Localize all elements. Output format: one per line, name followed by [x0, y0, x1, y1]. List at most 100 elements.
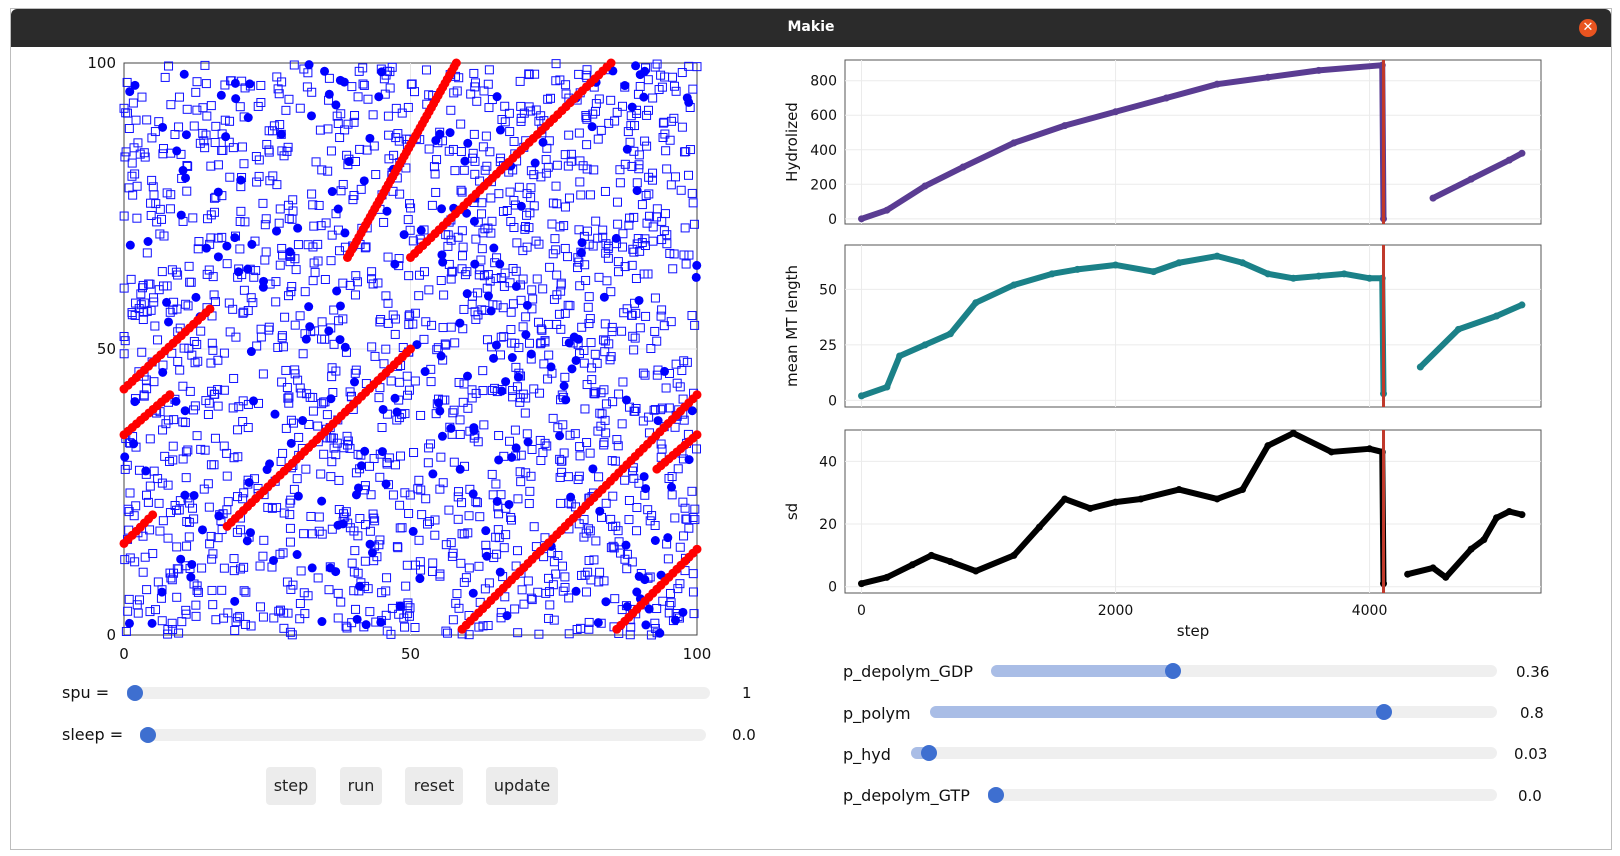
empty-site-marker — [428, 558, 438, 568]
empty-site-marker — [183, 301, 193, 311]
chart-data-point — [1518, 149, 1526, 157]
timeseries-chart-2: 0 20 40 sd 0 2000 4000 step — [783, 429, 1542, 640]
empty-site-marker — [158, 425, 168, 435]
empty-site-marker — [240, 217, 250, 227]
empty-site-marker — [535, 339, 545, 349]
chart-x-tick: 4000 — [1352, 603, 1388, 619]
empty-site-marker — [333, 613, 343, 623]
empty-site-marker — [599, 385, 609, 395]
chart-data-point — [1289, 429, 1297, 437]
empty-site-marker — [662, 164, 672, 174]
filled-site-marker — [576, 248, 586, 258]
p-depolym-gtp-slider-handle[interactable] — [988, 787, 1004, 803]
empty-site-marker — [664, 473, 674, 483]
empty-site-marker — [471, 497, 481, 507]
update-button[interactable]: update — [486, 767, 558, 805]
empty-site-marker — [446, 235, 456, 245]
empty-site-marker — [306, 511, 316, 521]
filled-site-marker — [390, 259, 400, 269]
filled-site-marker — [634, 295, 644, 305]
sleep-slider[interactable] — [140, 727, 706, 743]
empty-site-marker — [125, 488, 135, 498]
filled-site-marker — [158, 122, 168, 132]
p-hyd-slider-handle[interactable] — [920, 745, 937, 761]
filled-site-marker — [595, 506, 605, 516]
empty-site-marker — [641, 190, 651, 200]
filled-site-marker — [684, 455, 694, 465]
p-depolym-gdp-slider-fill — [991, 665, 1174, 677]
filled-site-marker — [189, 490, 199, 500]
p-depolym-gtp-slider[interactable] — [988, 787, 1497, 803]
p-depolym-gdp-slider[interactable] — [991, 663, 1497, 679]
empty-site-marker — [463, 403, 473, 413]
empty-site-marker — [603, 253, 613, 263]
chart-data-point — [908, 561, 916, 569]
step-button[interactable]: step — [266, 767, 316, 805]
empty-site-marker — [628, 244, 638, 254]
empty-site-marker — [284, 398, 294, 408]
close-icon[interactable]: ✕ — [1579, 19, 1597, 37]
chart-data-point — [1112, 108, 1120, 116]
reset-button[interactable]: reset — [405, 767, 463, 805]
empty-site-marker — [446, 538, 456, 548]
filled-site-marker — [593, 618, 603, 628]
spu-slider[interactable] — [127, 685, 710, 701]
filled-site-marker — [326, 394, 336, 404]
empty-site-marker — [246, 293, 256, 303]
empty-site-marker — [284, 392, 294, 402]
spu-slider-handle[interactable] — [127, 685, 143, 701]
filled-site-marker — [502, 611, 512, 621]
empty-site-marker — [154, 285, 164, 295]
filled-site-marker — [236, 175, 246, 185]
empty-site-marker — [123, 108, 133, 118]
chart-data-point — [1366, 445, 1374, 453]
filled-site-marker — [491, 340, 501, 350]
empty-site-marker — [613, 257, 623, 267]
filled-site-marker — [455, 318, 465, 328]
empty-site-marker — [587, 363, 597, 373]
chart-x-label: step — [1177, 622, 1209, 640]
p-depolym-gdp-slider-handle[interactable] — [1165, 663, 1182, 679]
empty-site-marker — [438, 478, 448, 488]
empty-site-marker — [665, 588, 675, 598]
empty-site-marker — [485, 147, 495, 157]
empty-site-marker — [142, 248, 152, 258]
sleep-slider-handle[interactable] — [140, 727, 156, 743]
empty-site-marker — [453, 492, 463, 502]
empty-site-marker — [534, 317, 544, 327]
empty-site-marker — [206, 233, 216, 243]
empty-site-marker — [367, 342, 377, 352]
empty-site-marker — [367, 267, 377, 277]
empty-site-marker — [252, 177, 262, 187]
p-polym-slider[interactable] — [930, 704, 1497, 720]
empty-site-marker — [353, 531, 363, 541]
empty-site-marker — [164, 61, 174, 71]
empty-site-marker — [481, 131, 491, 141]
p-polym-slider-handle[interactable] — [1375, 704, 1392, 720]
empty-site-marker — [642, 141, 652, 151]
empty-site-marker — [684, 523, 694, 533]
filled-site-marker — [399, 230, 409, 240]
chart-data-point — [946, 330, 954, 338]
empty-site-marker — [517, 585, 527, 595]
empty-site-marker — [450, 166, 460, 176]
p-hyd-slider[interactable] — [911, 745, 1497, 761]
empty-site-marker — [635, 246, 645, 256]
empty-site-marker — [524, 102, 534, 112]
filled-site-marker — [622, 602, 632, 612]
chart-data-point — [1493, 514, 1501, 522]
run-button[interactable]: run — [340, 767, 382, 805]
empty-site-marker — [498, 303, 508, 313]
filled-site-marker — [381, 479, 391, 489]
empty-site-marker — [383, 252, 393, 262]
empty-site-marker — [194, 237, 204, 247]
empty-site-marker — [657, 216, 667, 226]
empty-site-marker — [200, 60, 210, 70]
empty-site-marker — [410, 622, 420, 632]
empty-site-marker — [650, 405, 660, 415]
chart-y-tick: 600 — [810, 108, 837, 124]
empty-site-marker — [351, 271, 361, 281]
empty-site-marker — [196, 326, 206, 336]
empty-site-marker — [558, 586, 568, 596]
empty-site-marker — [555, 222, 565, 232]
